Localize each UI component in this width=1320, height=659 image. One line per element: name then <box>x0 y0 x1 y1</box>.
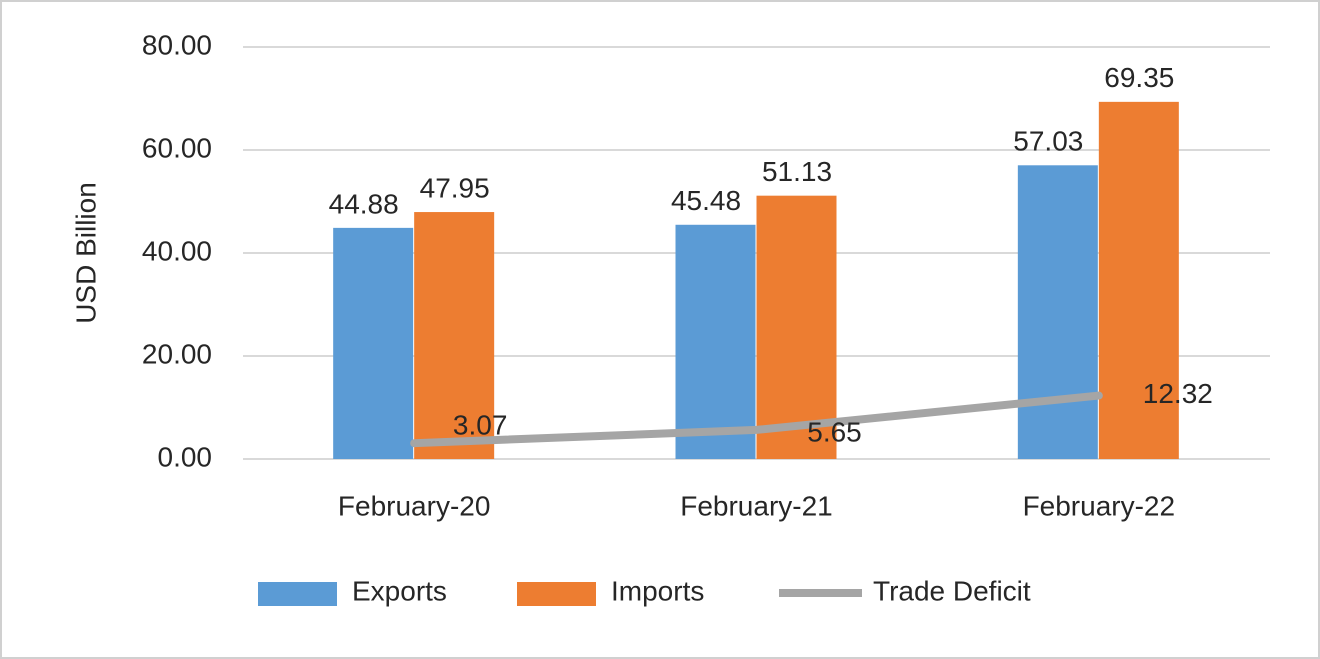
x-tick-label: February-21 <box>680 490 833 521</box>
data-label: 47.95 <box>420 172 490 203</box>
line <box>410 391 1103 448</box>
y-tick-label: 80.00 <box>142 29 212 60</box>
data-label: 3.07 <box>453 410 508 441</box>
data-label: 12.32 <box>1143 378 1213 409</box>
data-label: 5.65 <box>807 416 862 447</box>
y-tick-label: 0.00 <box>158 441 213 472</box>
data-label: 69.35 <box>1104 62 1174 93</box>
data-label: 51.13 <box>762 156 832 187</box>
bar <box>414 212 495 459</box>
y-tick-label: 20.00 <box>142 338 212 369</box>
legend-swatch <box>258 582 337 606</box>
y-axis-label: USD Billion <box>70 182 101 324</box>
y-tick-label: 60.00 <box>142 132 212 163</box>
bar <box>1017 165 1098 459</box>
x-tick-label: February-20 <box>338 490 491 521</box>
legend-label: Imports <box>611 575 704 606</box>
data-label: 45.48 <box>671 185 741 216</box>
bar <box>756 195 837 460</box>
bar <box>675 224 756 459</box>
x-tick-label: February-22 <box>1023 490 1176 521</box>
legend-label: Exports <box>352 575 447 606</box>
legend-label: Trade Deficit <box>873 575 1031 606</box>
legend-swatch <box>517 582 596 606</box>
bar <box>333 227 414 459</box>
data-label: 44.88 <box>329 188 399 219</box>
bar <box>1098 101 1179 459</box>
data-label: 57.03 <box>1013 126 1083 157</box>
y-tick-label: 40.00 <box>142 235 212 266</box>
